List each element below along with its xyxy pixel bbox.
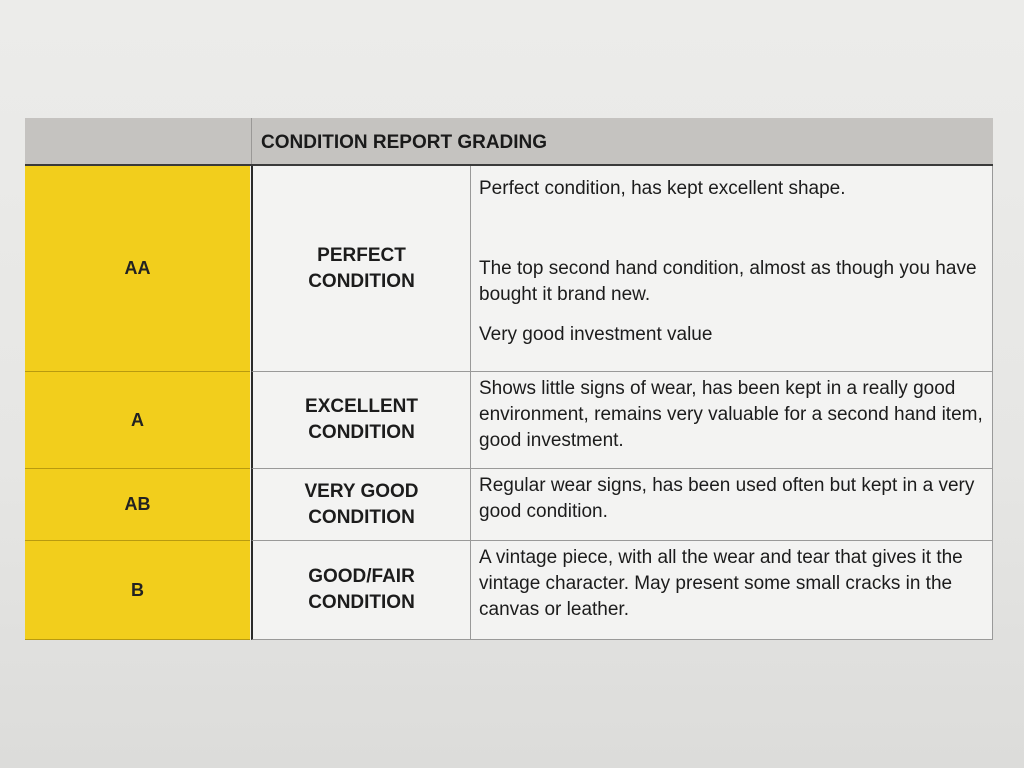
condition-line: CONDITION [308,270,415,292]
description-text: Regular wear signs, has been used often … [479,475,975,522]
condition-cell: PERFECT CONDITION [251,166,470,372]
grade-cell: AA [25,166,250,372]
grade-cell: B [25,541,250,640]
condition-line: CONDITION [308,506,415,528]
description-cell: Perfect condition, has kept excellent sh… [470,166,993,372]
description-text: Shows little signs of wear, has been kep… [479,378,983,451]
table-title: CONDITION REPORT GRADING [261,132,548,153]
condition-line: CONDITION [308,422,415,443]
description-cell: A vintage piece, with all the wear and t… [470,541,993,640]
grade-cell: AB [25,469,250,541]
table-header: CONDITION REPORT GRADING [25,118,993,166]
description-cell: Shows little signs of wear, has been kep… [470,372,993,469]
condition-cell: EXCELLENT CONDITION [251,372,470,469]
description-text: Very good investment value [479,324,713,345]
condition-line: CONDITION [308,592,415,613]
condition-line: EXCELLENT [305,396,418,417]
table-row-ab: AB VERY GOOD CONDITION Regular wear signs… [25,469,993,541]
condition-line: VERY GOOD [304,480,419,502]
condition-line: GOOD/FAIR [308,566,415,587]
header-divider [251,118,252,164]
condition-line: PERFECT [317,244,406,266]
table-row-b: B GOOD/FAIR CONDITION A vintage piece, wi… [25,541,993,640]
condition-cell: VERY GOOD CONDITION [251,469,470,541]
description-text: Perfect condition, has kept excellent sh… [479,178,846,199]
description-cell: Regular wear signs, has been used often … [470,469,993,541]
condition-cell: GOOD/FAIR CONDITION [251,541,470,640]
table-row-aa: AA PERFECT CONDITION Perfect condition, h… [25,166,993,372]
table-row-a: A EXCELLENT CONDITION Shows little signs … [25,372,993,469]
description-text: The top second hand condition, almost as… [479,258,977,305]
grade-cell: A [25,372,250,469]
condition-grading-table: CONDITION REPORT GRADING AA PERFECT CONDI… [25,118,993,640]
description-text: A vintage piece, with all the wear and t… [479,547,963,620]
